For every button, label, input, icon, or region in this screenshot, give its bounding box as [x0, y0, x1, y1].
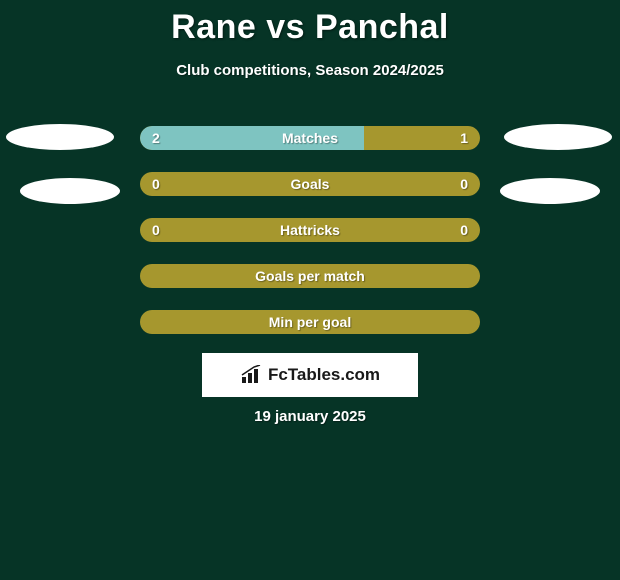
player-avatar-left-1 — [6, 124, 114, 150]
player-avatar-right-1 — [504, 124, 612, 150]
fctables-logo: FcTables.com — [202, 353, 418, 397]
logo-text: FcTables.com — [268, 365, 380, 385]
stat-label: Matches — [140, 126, 480, 150]
date-text: 19 january 2025 — [0, 408, 620, 425]
stat-row-matches: 2 Matches 1 — [140, 126, 480, 150]
subtitle: Club competitions, Season 2024/2025 — [0, 62, 620, 79]
chart-icon — [240, 365, 264, 385]
player-avatar-right-2 — [500, 178, 600, 204]
stat-label: Goals per match — [140, 264, 480, 288]
stat-label: Hattricks — [140, 218, 480, 242]
stat-right-value: 1 — [460, 126, 468, 150]
stat-right-value: 0 — [460, 172, 468, 196]
comparison-canvas: Rane vs Panchal Club competitions, Seaso… — [0, 0, 620, 580]
stat-row-goals: 0 Goals 0 — [140, 172, 480, 196]
stat-row-goals-per-match: Goals per match — [140, 264, 480, 288]
stat-right-value: 0 — [460, 218, 468, 242]
stat-label: Min per goal — [140, 310, 480, 334]
page-title: Rane vs Panchal — [0, 8, 620, 47]
player-avatar-left-2 — [20, 178, 120, 204]
stat-label: Goals — [140, 172, 480, 196]
stat-row-hattricks: 0 Hattricks 0 — [140, 218, 480, 242]
stat-row-min-per-goal: Min per goal — [140, 310, 480, 334]
